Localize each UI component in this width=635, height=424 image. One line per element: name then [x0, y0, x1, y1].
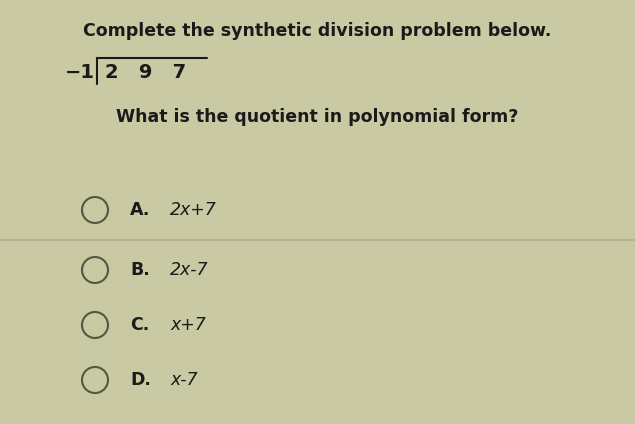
Text: What is the quotient in polynomial form?: What is the quotient in polynomial form? [116, 108, 518, 126]
Text: 2x-7: 2x-7 [170, 261, 208, 279]
Text: 2   9   7: 2 9 7 [105, 62, 186, 81]
Text: x+7: x+7 [170, 316, 206, 334]
Text: C.: C. [130, 316, 149, 334]
Text: −1: −1 [65, 62, 95, 81]
Text: x-7: x-7 [170, 371, 197, 389]
Text: D.: D. [130, 371, 151, 389]
Text: B.: B. [130, 261, 150, 279]
Text: Complete the synthetic division problem below.: Complete the synthetic division problem … [83, 22, 551, 40]
Text: 2x+7: 2x+7 [170, 201, 217, 219]
Text: A.: A. [130, 201, 150, 219]
